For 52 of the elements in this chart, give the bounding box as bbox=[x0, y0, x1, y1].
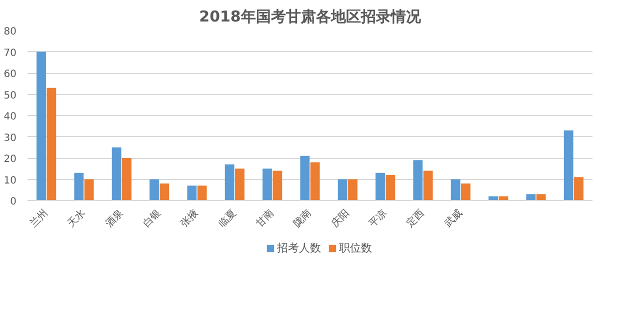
legend-label: 招考人数 bbox=[277, 240, 321, 256]
x-tick-label: 天水 bbox=[65, 206, 88, 230]
bar bbox=[74, 172, 84, 200]
y-tick-label: 10 bbox=[4, 175, 17, 186]
bar bbox=[187, 186, 197, 200]
x-tick-label: 甘南 bbox=[254, 206, 276, 230]
y-tick-label: 70 bbox=[4, 48, 17, 59]
bar bbox=[84, 179, 94, 200]
bar bbox=[36, 52, 46, 200]
x-tick-label: 陇南 bbox=[291, 206, 314, 230]
y-tick-label: 60 bbox=[4, 69, 17, 80]
x-tick-label: 酒泉 bbox=[102, 206, 126, 230]
bar bbox=[574, 177, 584, 200]
bar bbox=[348, 179, 358, 200]
bar bbox=[310, 162, 320, 200]
bar bbox=[423, 170, 433, 200]
legend-label: 职位数 bbox=[339, 240, 372, 256]
y-tick-label: 40 bbox=[4, 112, 17, 122]
bar bbox=[300, 156, 310, 200]
y-tick-label: 50 bbox=[4, 90, 17, 102]
bar bbox=[46, 88, 56, 200]
x-tick-label: 白银 bbox=[140, 206, 164, 230]
x-tick-label: 张掖 bbox=[178, 206, 201, 230]
bar bbox=[224, 164, 234, 200]
x-tick-label: 兰州 bbox=[28, 206, 50, 230]
bar bbox=[112, 147, 122, 200]
bar bbox=[413, 160, 423, 200]
x-tick-label: 定西 bbox=[404, 206, 427, 230]
bar bbox=[150, 179, 159, 200]
bar bbox=[376, 172, 385, 200]
bar bbox=[526, 194, 536, 200]
bar bbox=[272, 170, 282, 200]
bar bbox=[160, 184, 170, 200]
y-tick-label: 20 bbox=[4, 154, 17, 165]
chart-title: 2018年国考甘肃各地区招录情况 bbox=[199, 8, 422, 26]
y-tick-label: 80 bbox=[4, 26, 17, 38]
bar bbox=[197, 186, 207, 200]
bar bbox=[450, 179, 460, 200]
y-tick-label: 0 bbox=[10, 196, 17, 208]
bar bbox=[461, 184, 470, 200]
x-tick-label: 临夏 bbox=[216, 206, 239, 230]
x-tick-label: 庆阳 bbox=[328, 206, 352, 230]
bar bbox=[536, 194, 546, 200]
x-tick-label: 平凉 bbox=[366, 206, 390, 230]
bar bbox=[235, 168, 244, 200]
bar bbox=[122, 158, 132, 200]
bar bbox=[564, 130, 574, 200]
y-tick-label: 30 bbox=[4, 132, 17, 144]
x-tick-label: 武威 bbox=[442, 206, 465, 230]
bar bbox=[262, 168, 272, 200]
bar bbox=[386, 175, 396, 200]
bar bbox=[338, 179, 348, 200]
